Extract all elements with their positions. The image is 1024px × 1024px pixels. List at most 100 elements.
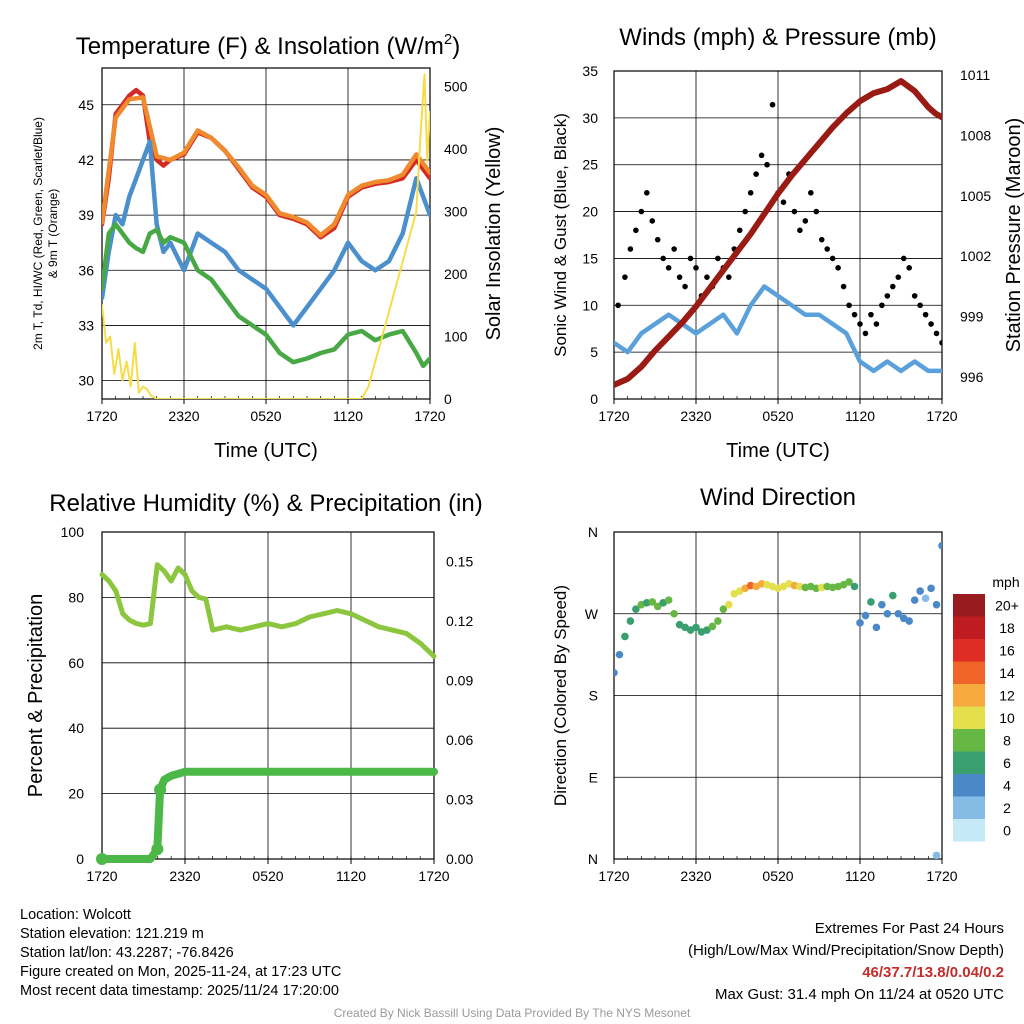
direction-point <box>932 600 941 609</box>
colorbar-label: 12 <box>999 687 1015 703</box>
series-orange <box>102 95 430 238</box>
y-tick-label: W <box>585 606 599 622</box>
gust-point <box>615 302 621 309</box>
direction-point <box>703 626 711 634</box>
direction-point <box>708 622 717 631</box>
gust-point <box>884 293 891 299</box>
gust-point <box>917 302 923 309</box>
gust-point <box>933 330 940 337</box>
gust-point <box>835 265 841 271</box>
y2-tick-label: 500 <box>444 79 468 95</box>
colorbar-label: 18 <box>999 620 1015 636</box>
y-tick-label: N <box>588 851 598 867</box>
extremes-legend: (High/Low/Max Wind/Precipitation/Snow De… <box>688 942 1004 959</box>
colorbar-label: 2 <box>1003 800 1011 816</box>
gust-point <box>638 208 645 215</box>
gust-point <box>747 190 754 196</box>
direction-point <box>938 541 942 550</box>
colorbar-swatch <box>953 661 985 684</box>
max-gust-text: Max Gust: 31.4 mph On 11/24 at 0520 UTC <box>714 986 1004 1003</box>
direction-point <box>905 617 913 625</box>
colorbar-label: 10 <box>999 710 1015 726</box>
gust-point <box>633 227 639 234</box>
y2-axis-label: Solar Insolation (Yellow) <box>483 127 505 341</box>
y2-tick-label: 100 <box>444 329 468 345</box>
y2-tick-label: 0.03 <box>446 792 473 808</box>
gust-point <box>879 302 885 309</box>
direction-point <box>626 617 635 625</box>
series-group <box>614 78 942 388</box>
y2-tick-label: 1008 <box>960 127 991 143</box>
gust-point <box>840 283 847 290</box>
x-tick-label: 1720 <box>86 868 117 884</box>
gust-point <box>753 171 759 177</box>
gust-point <box>851 311 858 318</box>
series-rh <box>99 562 437 659</box>
direction-point <box>872 623 881 632</box>
y-tick-label: 5 <box>590 344 598 360</box>
x-axis-label: Time (UTC) <box>726 440 830 462</box>
colorbar-swatch <box>953 616 985 639</box>
gust-point <box>671 246 677 252</box>
x-tick-label: 0520 <box>762 868 793 884</box>
x-tick-label: 1720 <box>598 868 629 884</box>
y-tick-label: 39 <box>78 207 94 223</box>
gust-point <box>758 152 765 159</box>
x-tick-label: 1720 <box>926 868 957 884</box>
y-tick-label: 10 <box>582 297 598 313</box>
x-tick-label: 1720 <box>418 868 449 884</box>
x-tick-label: 1120 <box>845 868 875 884</box>
grid <box>613 531 943 860</box>
direction-point <box>845 578 853 586</box>
y-tick-label: 20 <box>582 204 598 220</box>
colorbar-label: 4 <box>1003 777 1011 793</box>
gust-point <box>873 321 880 327</box>
y2-tick-label: 996 <box>960 369 984 385</box>
direction-point <box>927 584 935 593</box>
gust-point <box>829 255 836 262</box>
chart-title: Wind Direction <box>700 484 856 511</box>
gust-point <box>797 227 803 234</box>
colorbar-title: mph <box>992 574 1019 590</box>
gust-point <box>627 246 634 252</box>
y-tick-label: 42 <box>78 152 94 168</box>
direction-point <box>692 623 700 632</box>
x-tick-label: 1120 <box>333 408 363 424</box>
y-tick-label: 60 <box>68 655 84 671</box>
direction-point <box>932 851 941 859</box>
x-tick-label: 2320 <box>169 868 200 884</box>
gust-point <box>890 283 896 290</box>
gust-point <box>660 255 666 262</box>
y-tick-label: 0 <box>590 391 598 407</box>
chart-title: Winds (mph) & Pressure (mb) <box>619 24 936 51</box>
y-tick-label: 15 <box>582 250 598 266</box>
gust-point <box>928 321 934 327</box>
colorbar-swatch <box>953 706 985 729</box>
y-axis-label: 2m T, Td, HI/WC (Red, Green, Scarlet/Blu… <box>31 117 45 350</box>
series-yellow <box>102 73 430 399</box>
colorbar-label: 0 <box>1003 822 1011 838</box>
winds-chart: Winds (mph) & Pressure (mb)1720 2320 0520 1… <box>551 24 1024 462</box>
y2-tick-label: 1011 <box>960 67 990 83</box>
colorbar-swatch <box>953 819 985 842</box>
chart-title: Temperature (F) & Insolation (W/m2) <box>76 31 460 60</box>
x-tick-label: 1720 <box>414 408 445 424</box>
gust-point <box>906 265 912 271</box>
elevation-text: Station elevation: 121.219 m <box>20 926 204 942</box>
gust-point <box>802 218 809 224</box>
x-tick-label: 0520 <box>252 868 283 884</box>
gust-point <box>644 190 650 196</box>
gust-point <box>808 190 814 196</box>
title-text: Temperature (F) & Insolation (W/m <box>76 33 444 60</box>
temperature-chart: Temperature (F) & Insolation (W/m2) 1720 2… <box>31 31 505 462</box>
gust-point <box>862 330 869 337</box>
gust-point <box>939 339 942 346</box>
x-axis-label: Time (UTC) <box>214 440 318 462</box>
y-axis-label: Sonic Wind & Gust (Blue, Black) <box>551 113 570 357</box>
series-green <box>102 222 430 369</box>
direction-point <box>867 598 875 606</box>
direction-point <box>653 602 662 611</box>
colorbar-swatch <box>953 639 985 662</box>
gust-point <box>764 161 770 168</box>
